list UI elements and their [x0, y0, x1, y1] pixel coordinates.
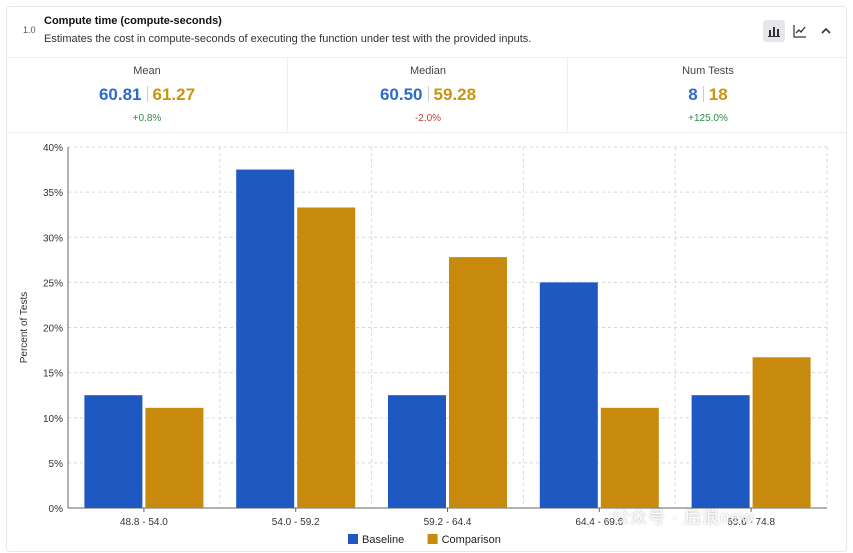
- y-tick-label: 25%: [43, 278, 63, 289]
- y-tick-label: 40%: [43, 143, 63, 154]
- x-tick-label: 59.2 - 64.4: [424, 517, 472, 528]
- panel-header: 1.0 Compute time (compute-seconds) Estim…: [7, 7, 846, 58]
- legend-label-baseline: Baseline: [362, 534, 404, 546]
- chevron-up-icon: [821, 27, 831, 34]
- delta-value: +0.8%: [132, 113, 162, 124]
- y-tick-label: 5%: [49, 459, 64, 470]
- comparison-value: 59.28: [433, 85, 477, 104]
- stat-num-tests: Num Tests 8 18 +125.0%: [567, 58, 848, 132]
- summary-stats: Mean 60.81 61.27 +0.8% Median 60.50 59.28 …: [7, 58, 846, 133]
- bar-baseline: [388, 395, 446, 508]
- x-tick-label: 64.4 - 69.6: [575, 517, 623, 528]
- bar-baseline: [539, 282, 598, 508]
- y-tick-label: 0%: [49, 504, 64, 515]
- collapse-button[interactable]: [815, 20, 837, 42]
- metric-title: Compute time (compute-seconds): [44, 15, 222, 27]
- legend-label-comparison: Comparison: [442, 534, 501, 546]
- delta-value: +125.0%: [688, 113, 728, 124]
- bar-chart-button[interactable]: [763, 20, 785, 42]
- y-tick-label: 10%: [43, 414, 63, 425]
- histogram-svg: 0% 5% 10% 15% 20% 25% 30% 35% 40% 48.8 - 54.0 54.0…: [19, 143, 828, 546]
- stat-label: Num Tests: [682, 65, 734, 77]
- bar-chart-icon: [768, 27, 780, 37]
- bar-comparison: [449, 257, 507, 508]
- line-chart-button[interactable]: [789, 20, 811, 42]
- baseline-value: 8: [688, 85, 698, 104]
- metric-panel: 1.0 Compute time (compute-seconds) Estim…: [6, 6, 847, 552]
- stat-label: Median: [409, 65, 447, 77]
- legend-swatch-baseline: [348, 534, 358, 544]
- watermark-text: 公众号 · 后浪new: [612, 508, 755, 527]
- x-tick-label: 48.8 - 54.0: [120, 517, 168, 528]
- comparison-value: 61.27: [152, 85, 196, 104]
- comparison-value: 18: [708, 85, 728, 104]
- x-tick-label: 54.0 - 59.2: [272, 517, 320, 528]
- bar-comparison: [600, 407, 659, 508]
- bar-baseline: [84, 395, 143, 508]
- baseline-value: 60.81: [98, 85, 142, 104]
- stat-median: Median 60.50 59.28 -2.0%: [287, 58, 568, 132]
- metric-description: Estimates the cost in compute-seconds of…: [44, 33, 532, 45]
- y-tick-label: 35%: [43, 188, 63, 199]
- x-tick-label: 69.6 - 74.8: [727, 517, 775, 528]
- version-label: 1.0: [23, 25, 36, 35]
- legend-swatch-comparison: [427, 534, 438, 544]
- bar-baseline: [691, 395, 750, 508]
- delta-value: -2.0%: [414, 113, 442, 124]
- line-chart-icon: [793, 25, 806, 38]
- y-axis-label: Percent of Tests: [19, 292, 30, 364]
- bar-comparison: [752, 357, 811, 508]
- bar-baseline: [236, 169, 295, 508]
- bar-comparison: [297, 207, 356, 508]
- y-tick-label: 20%: [43, 324, 63, 335]
- histogram-chart: 0% 5% 10% 15% 20% 25% 30% 35% 40% 48.8 - 54.0 54.0…: [7, 133, 846, 553]
- baseline-value: 60.50: [379, 85, 423, 104]
- y-tick-label: 30%: [43, 233, 63, 244]
- stat-mean: Mean 60.81 61.27 +0.8%: [7, 58, 287, 132]
- y-tick-label: 15%: [43, 369, 63, 380]
- stat-label: Mean: [133, 65, 161, 77]
- bar-comparison: [145, 407, 204, 508]
